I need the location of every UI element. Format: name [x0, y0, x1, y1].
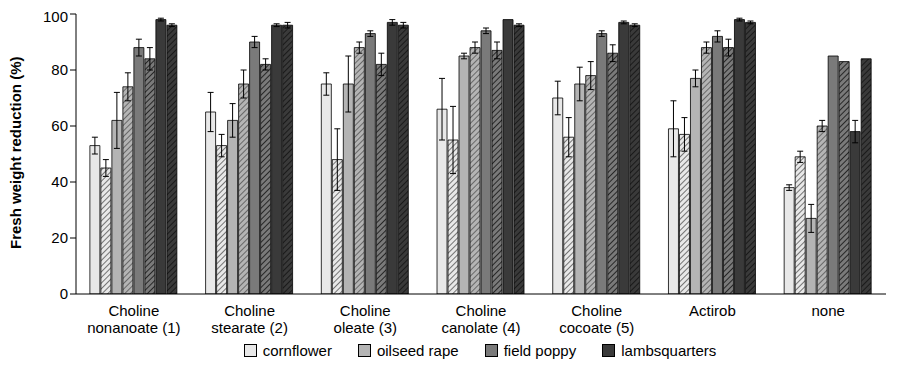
svg-text:Choline: Choline [108, 302, 159, 319]
svg-text:cocoate (5): cocoate (5) [559, 319, 634, 336]
svg-text:Choline: Choline [224, 302, 275, 319]
svg-text:40: 40 [51, 173, 68, 190]
svg-text:Choline: Choline [571, 302, 622, 319]
svg-text:Choline: Choline [456, 302, 507, 319]
html-text:oilseed rape: oilseed rape [376, 342, 459, 359]
svg-text:stearate (2): stearate (2) [211, 319, 288, 336]
svg-text:nonanoate (1): nonanoate (1) [87, 319, 180, 336]
svg-text:Choline: Choline [340, 302, 391, 319]
svg-text:20: 20 [51, 229, 68, 246]
html-text:field poppy: field poppy [503, 342, 577, 359]
svg-text:Fresh weight reduction (%): Fresh weight reduction (%) [8, 56, 24, 249]
svg-text:60: 60 [51, 117, 68, 134]
svg-text:canolate (4): canolate (4) [441, 319, 520, 336]
svg-text:100: 100 [43, 8, 68, 25]
svg-text:oleate (3): oleate (3) [334, 319, 397, 336]
svg-text:none: none [811, 302, 844, 319]
html-text:cornflower: cornflower [262, 342, 332, 359]
svg-text:Actirob: Actirob [689, 302, 736, 319]
svg-text:80: 80 [51, 61, 68, 78]
html-text:lambsquarters: lambsquarters [621, 342, 717, 359]
svg-text:0: 0 [60, 285, 68, 302]
